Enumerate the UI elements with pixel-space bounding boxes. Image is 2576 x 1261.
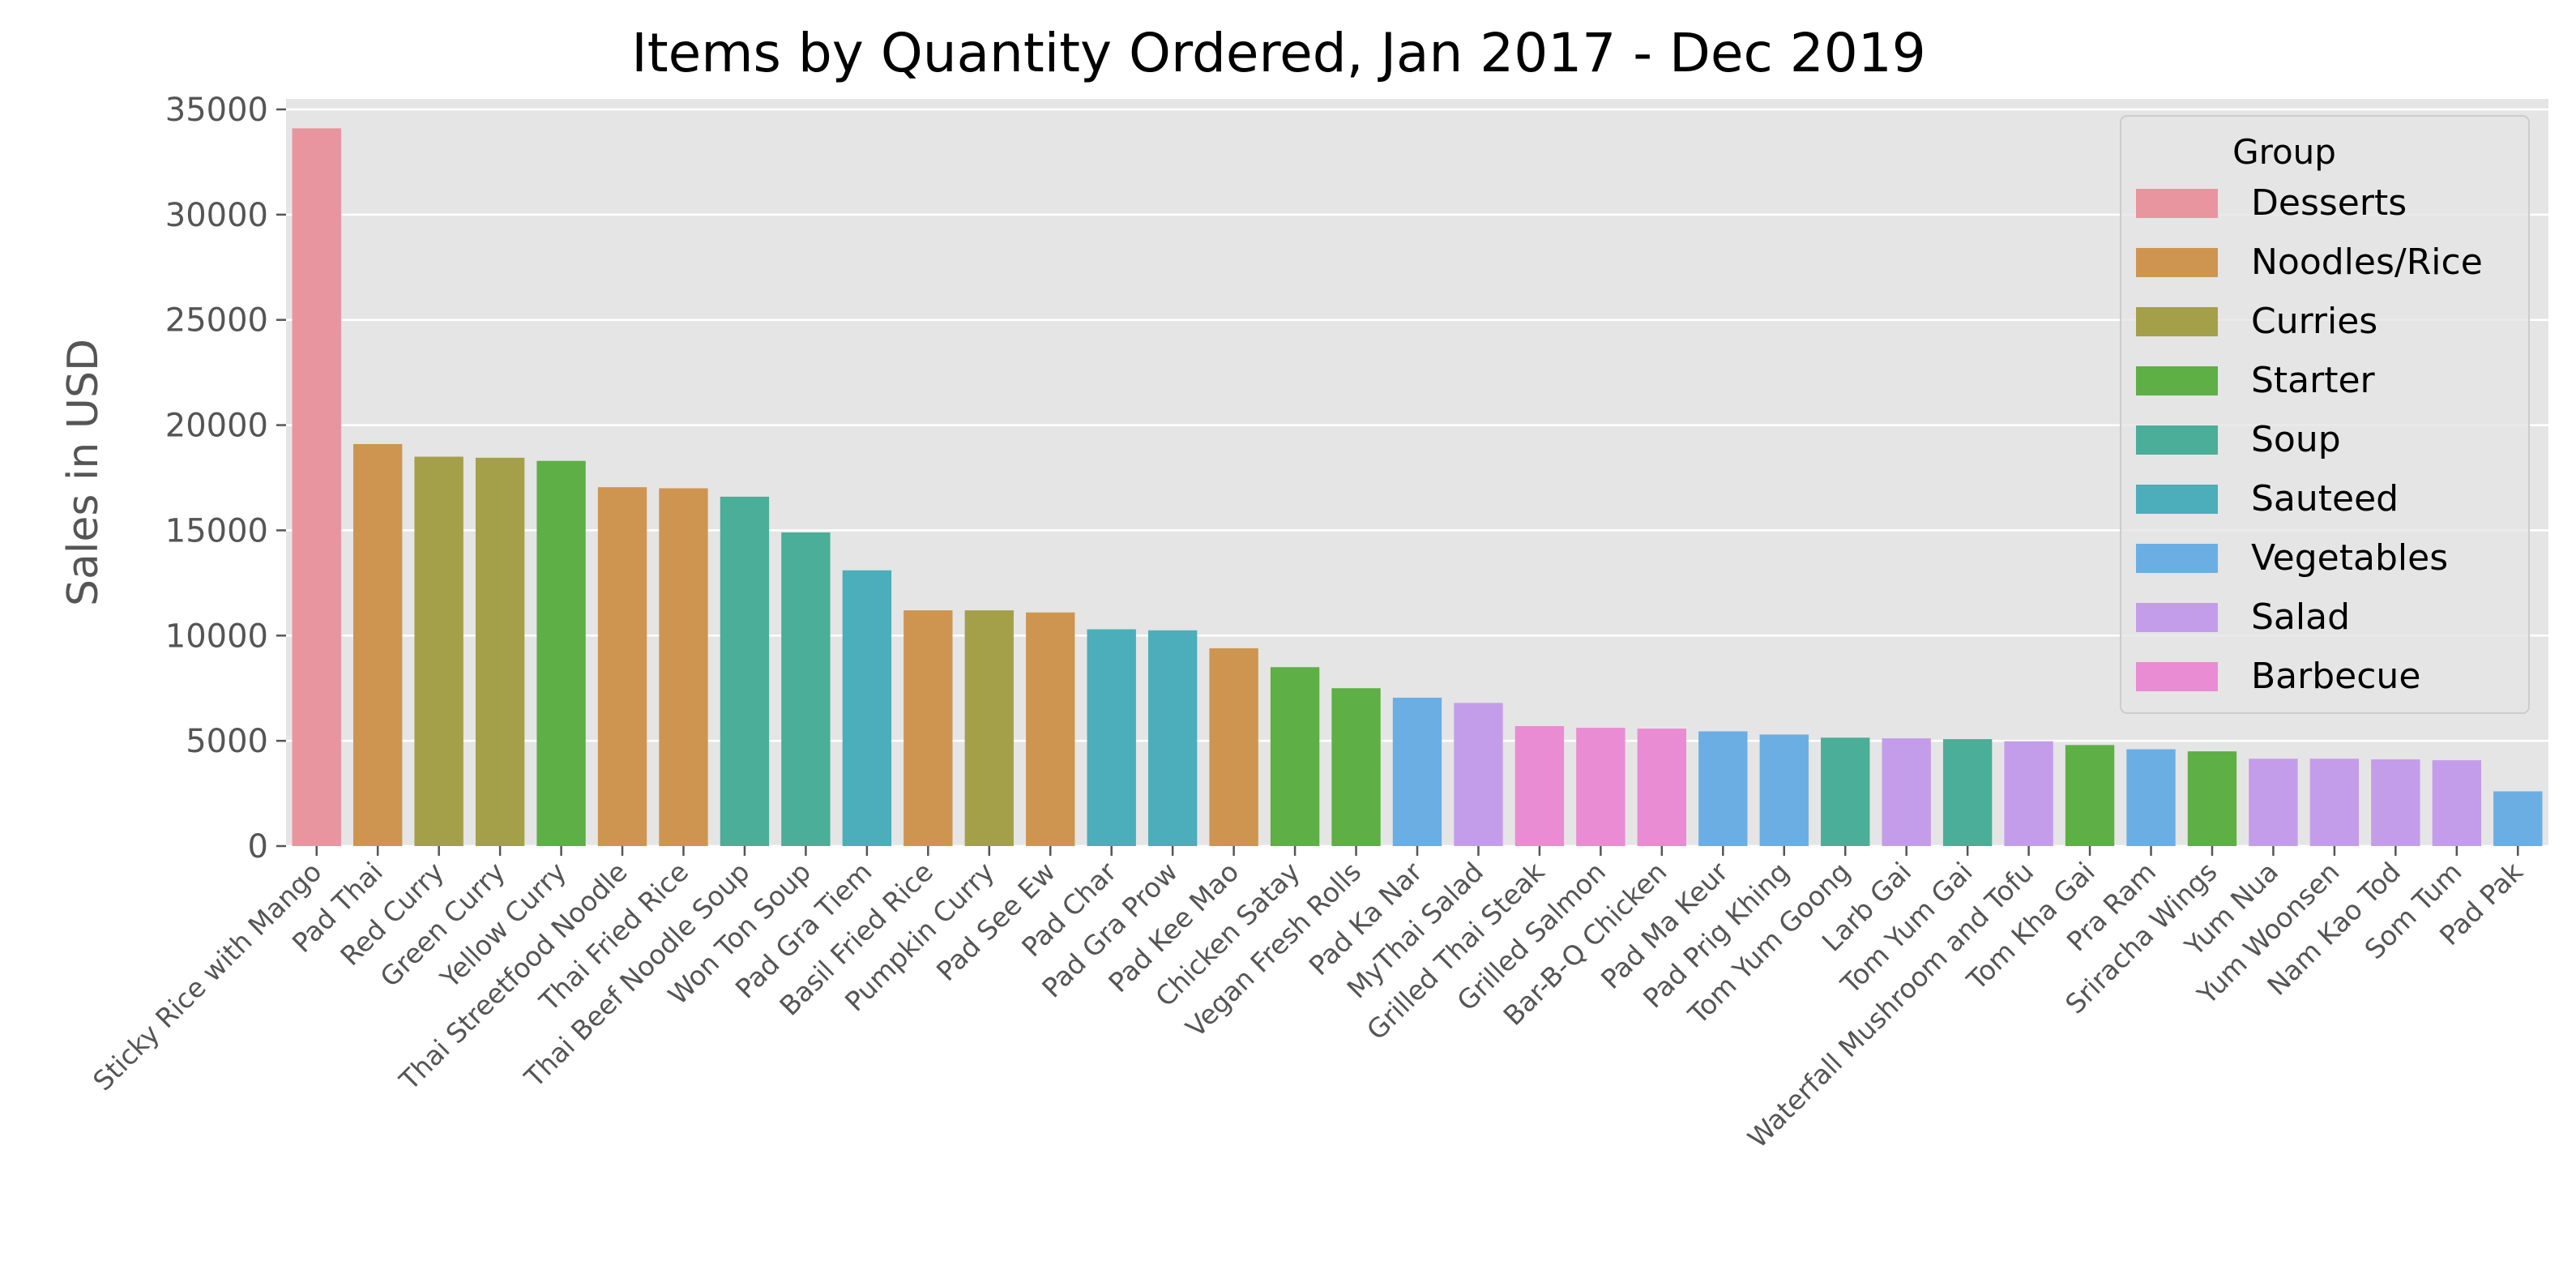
legend-swatch — [2136, 603, 2218, 632]
legend-swatch — [2136, 248, 2218, 277]
bar — [1759, 734, 1809, 846]
legend-swatch — [2136, 307, 2218, 336]
legend-label: Desserts — [2251, 182, 2407, 224]
bar — [1821, 737, 1870, 846]
legend-swatch — [2136, 662, 2218, 691]
bar — [1454, 703, 1503, 846]
bar — [1942, 739, 1993, 846]
bar — [1209, 648, 1258, 846]
bar — [720, 496, 770, 846]
bar — [1637, 729, 1687, 846]
bar — [1331, 688, 1381, 846]
y-tick-label: 20000 — [165, 408, 268, 445]
bar — [2309, 759, 2360, 846]
y-axis: 0 5000 10000 15000 20000 25000 30000 35000 — [165, 92, 286, 866]
bar — [1270, 667, 1320, 846]
legend-label: Starter — [2251, 360, 2376, 401]
legend-swatch — [2136, 366, 2218, 395]
legend-swatch — [2136, 189, 2218, 218]
bar — [1514, 725, 1565, 846]
y-tick-label: 5000 — [186, 723, 268, 760]
legend: Group Desserts Noodles/Rice Curries Starter S… — [2120, 115, 2530, 714]
y-tick-label: 35000 — [165, 92, 268, 129]
bar — [1147, 630, 1198, 846]
chart-title: Items by Quantity Ordered, Jan 2017 - De… — [631, 22, 1925, 84]
y-tick-label: 25000 — [165, 302, 268, 340]
legend-swatch — [2136, 544, 2218, 573]
bar — [2249, 759, 2298, 846]
bar — [659, 488, 708, 846]
bar — [964, 610, 1014, 846]
legend-swatch — [2136, 485, 2218, 514]
bar — [1576, 728, 1625, 846]
bar — [2126, 749, 2176, 846]
bar — [1882, 738, 1931, 846]
legend-label: Sauteed — [2251, 478, 2399, 519]
bar — [292, 128, 341, 846]
bar — [781, 532, 831, 846]
bar — [536, 460, 586, 846]
y-tick-label: 10000 — [165, 618, 268, 655]
bar — [597, 487, 647, 846]
bar — [904, 610, 953, 846]
bar — [2004, 741, 2053, 846]
bar — [1392, 697, 1442, 846]
bar — [353, 443, 403, 846]
bar — [2371, 759, 2420, 846]
bar — [414, 456, 464, 846]
legend-box — [2120, 115, 2530, 714]
legend-title: Group — [2232, 132, 2336, 172]
bar — [475, 457, 525, 846]
legend-label: Salad — [2251, 596, 2350, 638]
legend-label: Soup — [2251, 419, 2341, 460]
legend-label: Barbecue — [2251, 656, 2420, 697]
bar — [842, 570, 892, 846]
legend-label: Vegetables — [2251, 537, 2448, 579]
bar — [1026, 612, 1075, 846]
y-tick-label: 15000 — [165, 512, 268, 549]
bars — [292, 128, 2543, 846]
legend-label: Curries — [2251, 301, 2377, 342]
bar — [2065, 745, 2115, 846]
legend-label: Noodles/Rice — [2251, 242, 2483, 283]
y-axis-label: Sales in USD — [59, 339, 108, 606]
bar — [2187, 751, 2237, 846]
bar — [2432, 760, 2481, 846]
bar — [1698, 731, 1748, 846]
legend-swatch — [2136, 425, 2218, 455]
bar — [1087, 629, 1136, 846]
bar — [2493, 791, 2543, 846]
y-tick-label: 30000 — [165, 197, 268, 234]
y-tick-label: 0 — [248, 828, 268, 866]
